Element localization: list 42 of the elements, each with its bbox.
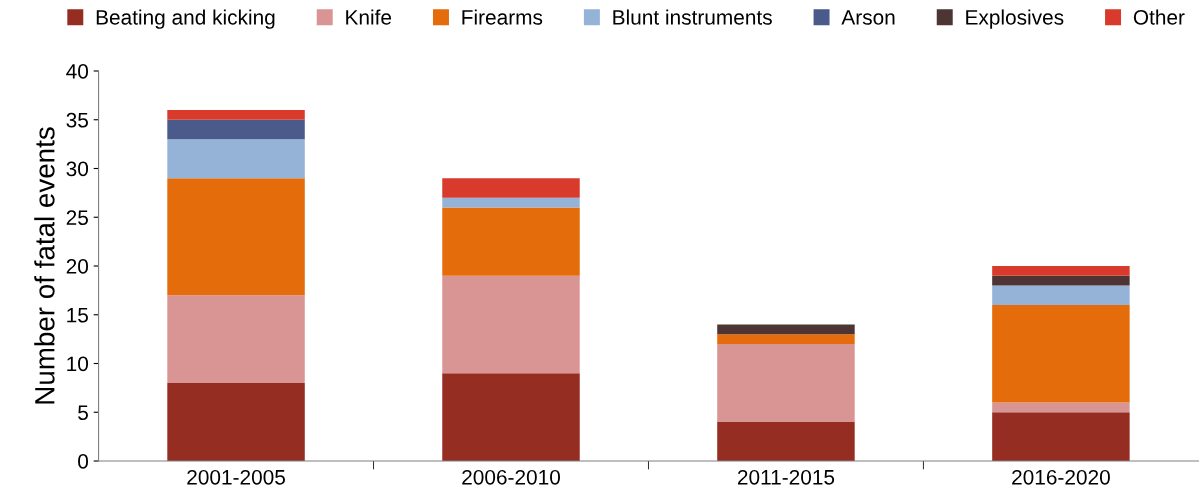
y-tick-label: 15 [67,307,88,323]
bar [167,295,305,383]
legend-label: Firearms [462,9,543,25]
bar [442,275,580,374]
bar [992,412,1130,461]
legend-label: Other [1133,9,1185,25]
bar [167,178,305,296]
legend-label: Explosives [966,9,1064,29]
y-axis-title: Number of fatal events [34,127,55,404]
bar [442,373,580,461]
y-tick-label: 20 [66,259,89,274]
bar [992,285,1130,305]
bar [442,207,580,276]
legend-label: Knife [346,9,392,25]
legend-label: Beating and kicking [96,9,275,29]
bar [992,402,1130,413]
y-tick-label: 0 [78,454,89,469]
bar [992,275,1130,286]
y-tick-label: 10 [67,356,89,372]
x-tick-label: 2006-2010 [462,469,561,485]
y-tick-label: 30 [66,161,89,177]
bar [717,422,855,461]
bar [717,344,855,422]
x-tick-label: 2016-2020 [1012,469,1110,485]
bar [167,110,305,120]
bar [717,324,855,335]
bar [992,266,1130,276]
x-tick-label: 2011-2015 [737,469,835,485]
y-tick-label: 25 [66,210,88,225]
y-tick-label: 40 [66,64,89,79]
bar [167,119,305,140]
bar [992,305,1130,403]
bar [442,197,580,208]
y-tick-label: 35 [66,112,88,128]
legend-label: Blunt instruments [613,9,772,25]
bar [717,334,855,344]
x-tick-label: 2001-2005 [187,469,285,485]
y-tick-label: 5 [78,405,88,420]
bar [167,383,305,461]
bar [167,139,305,179]
bar [442,178,580,198]
legend-label: Arson [841,10,895,25]
